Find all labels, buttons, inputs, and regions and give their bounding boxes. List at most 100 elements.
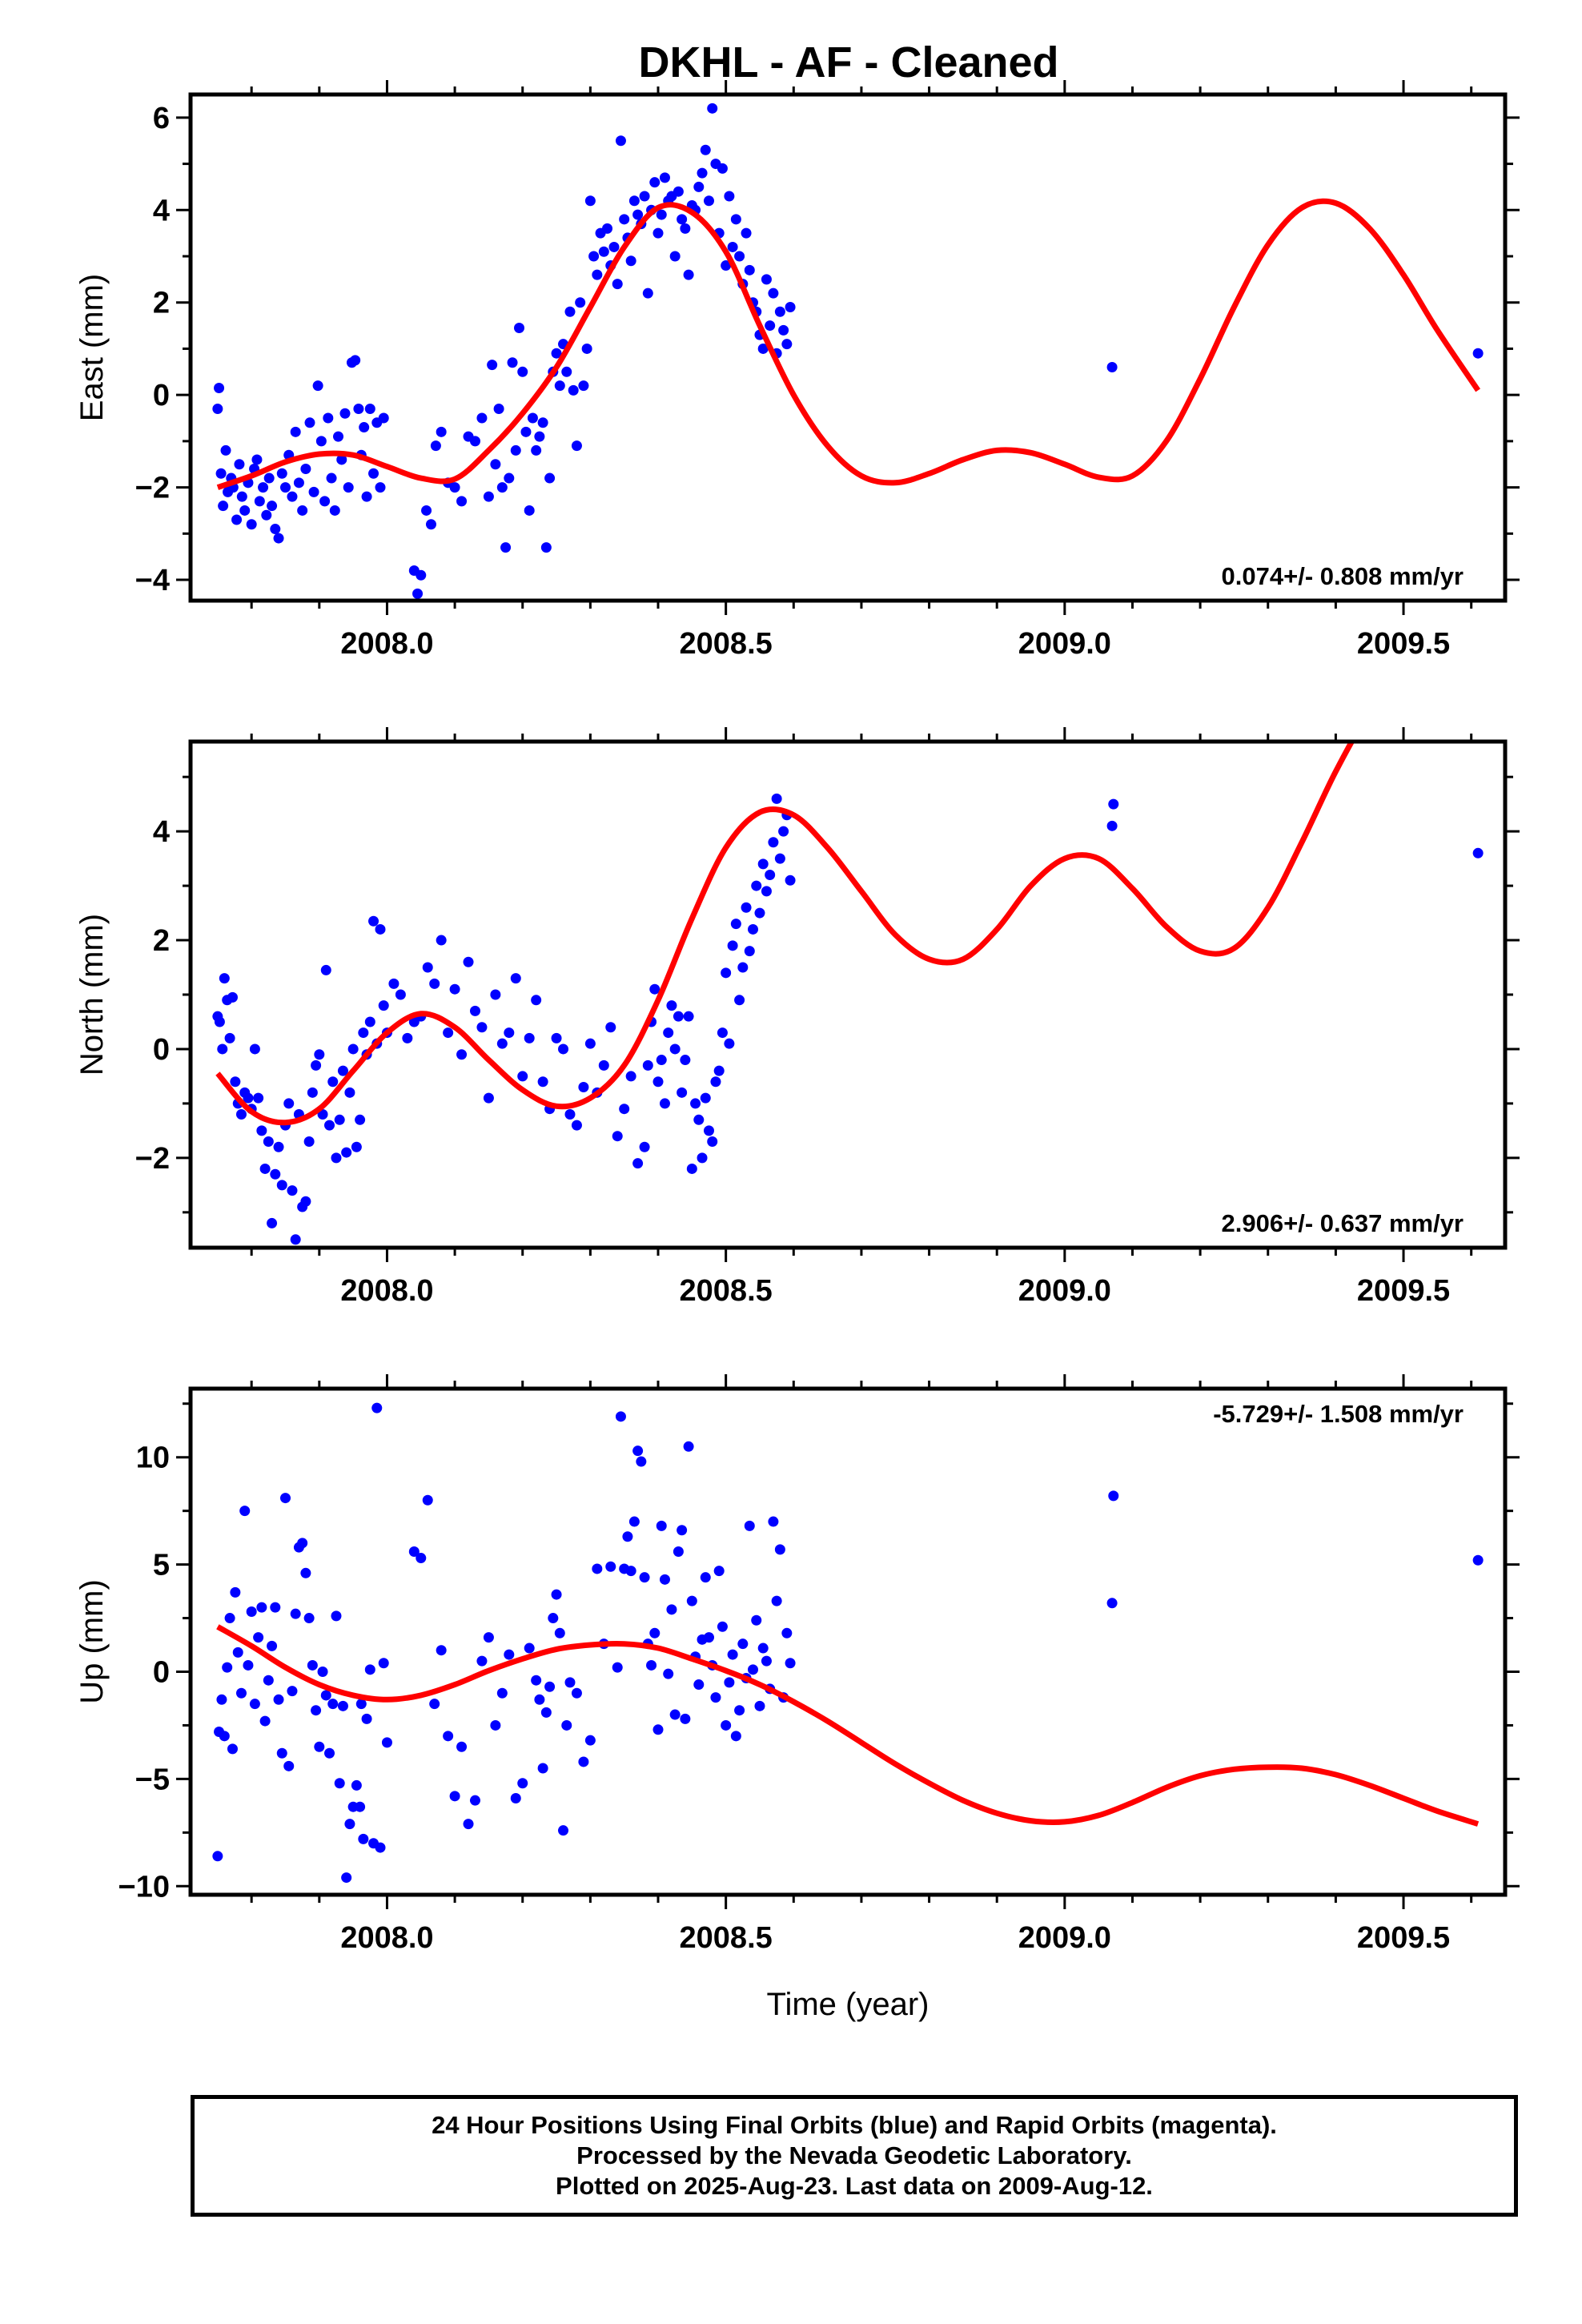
up-data-point (227, 1743, 238, 1755)
east-data-point (734, 251, 745, 262)
north-data-point (510, 973, 521, 984)
up-data-point (636, 1456, 647, 1467)
east-data-point (697, 167, 708, 179)
north-data-point (652, 1076, 664, 1088)
north-data-point (476, 1022, 488, 1033)
north-y-axis-title: North (mm) (74, 914, 110, 1076)
east-y-tick-label: 4 (153, 194, 170, 227)
north-data-point (669, 1043, 681, 1055)
east-data-point (564, 306, 576, 317)
east-data-point (254, 496, 265, 507)
east-y-tick-label: −2 (135, 472, 170, 505)
east-data-point (707, 103, 718, 114)
north-fit-curve (215, 742, 1355, 1126)
north-y-tick-label: 2 (153, 924, 170, 958)
north-rate-label: 2.906+/- 0.637 mm/yr (1222, 1209, 1464, 1237)
up-data-point (224, 1613, 235, 1624)
north-data-point (707, 1136, 718, 1147)
north-data-point (358, 1027, 369, 1039)
north-data-point (341, 1147, 352, 1158)
north-data-point (483, 1092, 494, 1104)
east-plot-frame (188, 92, 1508, 603)
up-data-point (371, 1402, 383, 1413)
east-data-point (304, 417, 315, 428)
east-data-point (578, 380, 589, 392)
north-data-point (686, 1163, 697, 1174)
up-data-point (524, 1642, 535, 1654)
up-data-point (279, 1493, 291, 1504)
north-data-point (757, 858, 769, 870)
east-data-point (507, 357, 518, 368)
up-data-point (717, 1621, 728, 1632)
north-data-point (734, 995, 745, 1006)
up-panel: 2008.0 2008.5 2009.0 2009.5 −10 −5 0 5 10 Up (mm)… (74, 1374, 1520, 2022)
east-data-point (231, 514, 243, 525)
up-data-point (584, 1735, 596, 1746)
north-data-point (751, 880, 762, 891)
east-data-point (768, 287, 779, 299)
north-data-point (680, 1055, 691, 1066)
east-data-point (581, 343, 592, 354)
north-data-point (612, 1131, 623, 1142)
east-data-point (368, 468, 379, 479)
east-data-point (700, 144, 711, 155)
east-data-point (290, 426, 301, 437)
east-data-point (588, 251, 600, 262)
north-data-point (778, 826, 789, 837)
north-data-point (276, 1180, 287, 1191)
east-data-point (537, 417, 548, 428)
up-fit-curve (216, 1624, 1480, 1827)
up-y-tick-label: −5 (135, 1763, 170, 1796)
up-data-point (297, 1538, 308, 1549)
east-data-point (343, 482, 354, 493)
up-data-point (781, 1627, 793, 1638)
up-data-point (212, 1851, 223, 1862)
north-points (212, 793, 1484, 1245)
up-data-point (256, 1602, 267, 1613)
up-data-point (666, 1604, 677, 1615)
north-data-point (700, 1092, 711, 1104)
north-data-point (517, 1071, 528, 1082)
east-data-point (534, 431, 545, 442)
up-data-point (693, 1679, 705, 1691)
up-data-point (429, 1699, 440, 1710)
east-data-point (469, 436, 480, 447)
east-data-point (1472, 348, 1484, 359)
north-x-tick-label: 2008.0 (340, 1274, 433, 1308)
east-y-tick-label: 0 (153, 379, 170, 412)
up-data-point (314, 1741, 325, 1752)
north-data-point (320, 964, 331, 975)
north-data-point (727, 940, 738, 951)
up-data-point (504, 1649, 515, 1660)
up-data-point (785, 1658, 796, 1669)
east-data-point (632, 209, 644, 220)
up-data-point (571, 1687, 582, 1699)
east-data-point (619, 214, 630, 225)
east-data-point (656, 209, 667, 220)
up-data-point (710, 1692, 721, 1703)
east-y-tick-label: 6 (153, 102, 170, 135)
north-data-point (710, 1076, 721, 1088)
north-data-point (402, 1032, 413, 1043)
east-data-point (724, 191, 735, 202)
east-data-point (628, 195, 640, 207)
up-data-point (361, 1713, 372, 1724)
north-data-point (697, 1152, 708, 1164)
east-data-point (561, 366, 572, 377)
north-data-point (456, 1049, 468, 1060)
north-data-point (741, 902, 752, 913)
east-data-point (425, 519, 436, 530)
north-data-point (364, 1016, 375, 1027)
up-data-point (534, 1694, 545, 1705)
north-data-point (771, 793, 782, 804)
north-data-point (283, 1098, 295, 1109)
up-data-point (456, 1741, 468, 1752)
up-data-point (216, 1694, 227, 1705)
north-data-point (290, 1234, 301, 1245)
up-x-tick-label: 2009.0 (1018, 1921, 1111, 1955)
east-data-point (531, 444, 542, 456)
up-data-point (267, 1640, 278, 1651)
north-plot-frame (188, 739, 1508, 1250)
up-data-point (737, 1638, 749, 1650)
north-data-point (375, 923, 386, 935)
